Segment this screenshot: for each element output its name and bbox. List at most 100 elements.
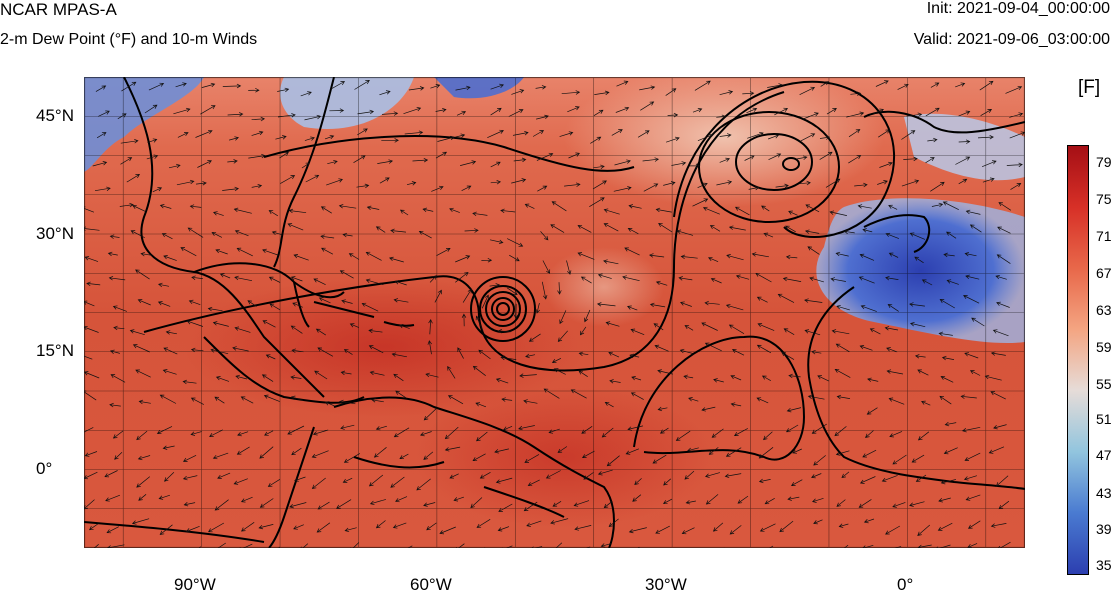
wind-arrow [497, 328, 511, 334]
wind-arrow [917, 544, 932, 548]
wind-arrow [430, 84, 441, 89]
wind-arrow [819, 135, 831, 140]
wind-arrow [988, 446, 1005, 454]
wind-arrow [294, 476, 306, 482]
field-subtitle: 2-m Dew Point (°F) and 10-m Winds [0, 31, 258, 48]
coast-north-america [123, 77, 325, 398]
wind-arrow [580, 276, 592, 284]
wind-arrow [175, 82, 187, 88]
wind-arrow [460, 160, 477, 166]
wind-arrow [222, 186, 240, 192]
wind-arrow [393, 427, 410, 438]
wind-arrow [213, 211, 224, 216]
wind-arrow [775, 183, 789, 189]
wind-arrow [287, 223, 304, 231]
wind-arrow [427, 340, 432, 355]
wind-arrow [938, 497, 951, 503]
wind-arrow [603, 223, 619, 232]
wind-arrow [943, 447, 958, 455]
wind-arrow [456, 110, 467, 116]
wind-arrow [597, 273, 612, 279]
wind-arrow [508, 109, 524, 117]
wind-arrow [428, 318, 433, 335]
wind-arrow [593, 109, 604, 116]
wind-arrow [240, 396, 254, 404]
wind-arrow [377, 159, 394, 164]
wind-arrow [625, 448, 640, 455]
wind-arrow [917, 524, 931, 536]
wind-arrow [941, 355, 955, 361]
wind-arrow [600, 543, 612, 548]
wind-arrow [112, 430, 124, 439]
wind-arrow [724, 473, 742, 479]
wind-arrow [162, 445, 175, 450]
colorbar-label: 47 [1096, 447, 1112, 463]
wind-arrow [624, 247, 640, 256]
wind-arrow [214, 396, 225, 404]
wind-arrow [937, 522, 953, 531]
wind-arrow [579, 326, 587, 336]
wind-arrow [472, 365, 486, 376]
wind-arrow [490, 179, 502, 185]
wind-arrow [685, 500, 696, 505]
light-patch-central [544, 247, 664, 327]
wind-arrow [152, 187, 163, 193]
wind-arrow [719, 90, 734, 96]
wind-arrow [655, 525, 670, 534]
wind-arrow [490, 107, 502, 116]
wind-arrow [946, 279, 959, 285]
wind-arrow [958, 178, 968, 185]
wind-arrow [190, 397, 204, 405]
wind-arrow [990, 391, 1006, 400]
wind-arrow [564, 182, 581, 187]
wind-arrow [259, 446, 274, 459]
coast-caribbean-islands [313, 301, 415, 327]
wind-arrow [878, 129, 891, 138]
wind-arrow [279, 151, 290, 159]
wind-arrow [885, 275, 899, 281]
wind-arrow [578, 370, 588, 377]
wind-arrow [552, 501, 562, 507]
wind-arrow [412, 157, 429, 163]
wind-arrow [909, 321, 926, 328]
wind-arrow [495, 378, 509, 384]
wind-arrow [162, 369, 177, 375]
dry-area-sahara [816, 198, 1025, 343]
wind-arrow [568, 152, 580, 159]
dry-area-europe [904, 113, 1025, 181]
wind-arrow [854, 182, 868, 188]
wind-arrow [801, 112, 819, 120]
lon-tick-label: 0° [897, 575, 914, 594]
wind-arrow [955, 82, 966, 88]
wind-arrow [191, 275, 203, 280]
wind-arrow [877, 180, 888, 185]
wind-arrow [356, 183, 370, 189]
wind-arrow [375, 226, 386, 233]
wind-arrow [234, 229, 249, 237]
wind-arrow [339, 270, 354, 279]
wind-arrow [581, 426, 593, 434]
wind-arrow [681, 527, 695, 535]
wind-arrow [267, 479, 281, 487]
wind-arrow [248, 153, 266, 159]
wind-arrow [429, 275, 437, 283]
wind-arrow [84, 206, 95, 213]
wind-arrow [329, 108, 345, 113]
wind-arrow [917, 431, 930, 441]
wind-arrow [525, 353, 536, 359]
wind-arrow [730, 374, 742, 381]
wind-arrow [368, 328, 383, 334]
dewpoint-map [84, 77, 1025, 548]
wind-arrow [453, 496, 465, 502]
wind-arrow [395, 390, 407, 399]
isobar [263, 135, 635, 172]
wind-arrow [188, 299, 201, 306]
wind-arrow [768, 153, 782, 161]
wind-arrow [862, 228, 873, 233]
wind-arrow [964, 452, 981, 461]
wind-arrow [318, 297, 331, 304]
colorbar-label: 79 [1096, 154, 1112, 170]
wind-arrow [604, 401, 614, 408]
wind-arrow [708, 256, 719, 263]
wind-arrow [357, 109, 375, 115]
